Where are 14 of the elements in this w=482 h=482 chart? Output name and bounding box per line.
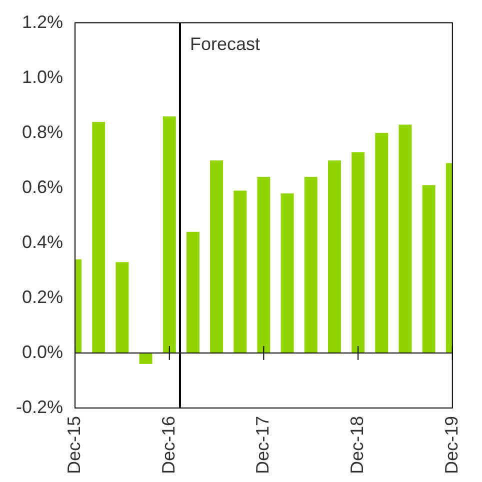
y-tick-label: 0.0% xyxy=(22,342,64,362)
x-tick-label: Dec-15 xyxy=(64,416,84,474)
y-tick-label: -0.2% xyxy=(16,396,64,417)
y-tick-label: 1.0% xyxy=(22,66,64,87)
y-tick-label: 0.6% xyxy=(22,176,64,197)
y-tick-label: 1.2% xyxy=(22,12,64,32)
x-tick-label: Dec-19 xyxy=(441,416,462,474)
x-tick-label: Dec-16 xyxy=(158,416,178,474)
y-tick-label: 0.8% xyxy=(22,122,64,142)
y-tick-label: 0.2% xyxy=(22,286,64,307)
x-tick-label: Dec-17 xyxy=(252,416,273,474)
ref-line-label: Forecast xyxy=(190,34,260,54)
y-tick-label: 0.4% xyxy=(22,232,64,252)
x-tick-label: Dec-18 xyxy=(347,416,368,474)
